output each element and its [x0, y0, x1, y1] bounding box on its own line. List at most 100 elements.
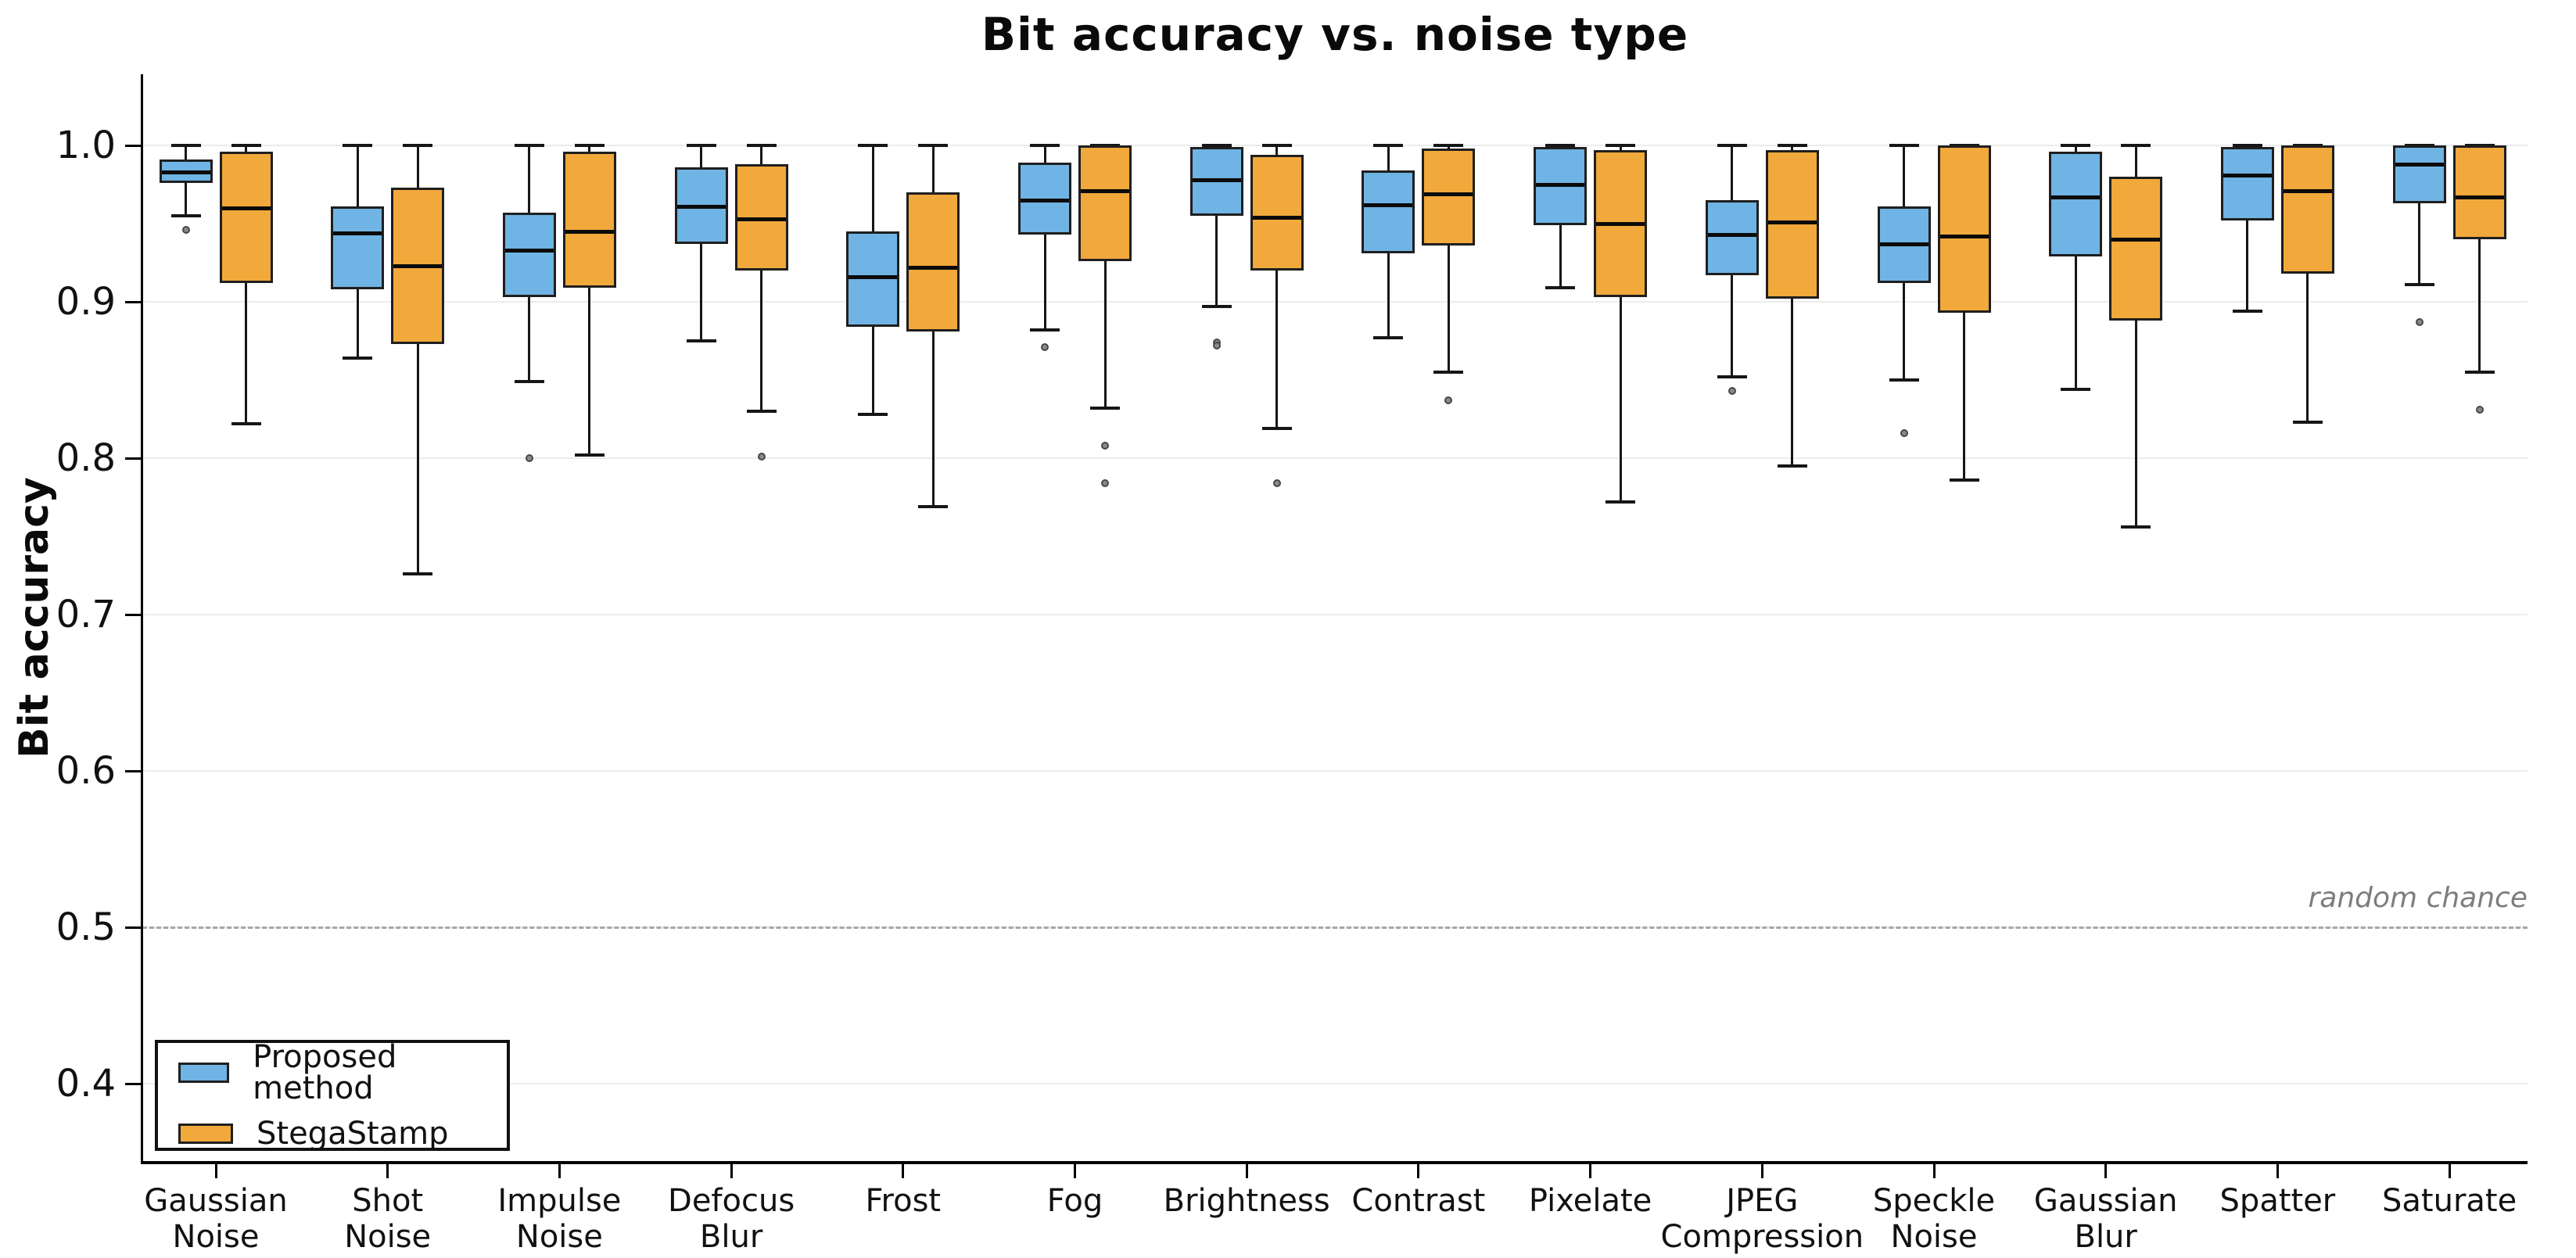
y-axis-spine — [141, 74, 143, 1163]
box-proposed-method — [1705, 200, 1759, 275]
legend-label-proposed-method: Proposed method — [253, 1039, 397, 1106]
whisker-cap-lower — [1606, 500, 1636, 504]
whisker-upper — [871, 145, 874, 231]
whisker-lower — [700, 244, 703, 341]
whisker-cap-lower — [1545, 286, 1576, 289]
whisker-upper — [1903, 145, 1905, 206]
median-line — [1939, 234, 1989, 238]
whisker-cap-lower — [2404, 283, 2434, 286]
whisker-lower — [1215, 216, 1218, 306]
median-line — [504, 248, 554, 253]
whisker-cap-lower — [231, 422, 261, 425]
box-stegastamp — [2109, 177, 2163, 321]
outlier-point — [1101, 442, 1109, 450]
whisker-cap-lower — [746, 410, 777, 413]
box-stegastamp — [2280, 145, 2334, 274]
y-tick-label: 0.8 — [56, 436, 116, 480]
x-tick-label: Spatter — [2219, 1183, 2336, 1219]
whisker-cap-lower — [918, 505, 949, 508]
whisker-lower — [1903, 283, 1905, 380]
median-line — [909, 265, 958, 270]
x-tick — [1932, 1161, 1936, 1178]
whisker-lower — [245, 283, 247, 424]
gridline — [142, 145, 2528, 146]
whisker-cap-upper — [343, 144, 373, 147]
median-line — [737, 217, 786, 221]
x-tick — [1417, 1161, 1420, 1178]
whisker-cap-upper — [1261, 144, 1292, 147]
whisker-upper — [356, 145, 359, 206]
whisker-lower — [1447, 246, 1450, 372]
whisker-cap-lower — [858, 413, 888, 416]
whisker-cap-lower — [2464, 371, 2495, 374]
gridline — [142, 301, 2528, 303]
x-tick — [1245, 1161, 1248, 1178]
whisker-cap-lower — [2061, 388, 2091, 391]
whisker-cap-upper — [2121, 144, 2151, 147]
legend: Proposed method StegaStamp — [155, 1040, 510, 1151]
legend-label-stegastamp: StegaStamp — [257, 1116, 449, 1152]
whisker-upper — [588, 145, 591, 152]
median-line — [1596, 221, 1645, 226]
outlier-point — [1900, 429, 1908, 437]
median-line — [393, 263, 443, 268]
gridline — [142, 770, 2528, 772]
whisker-upper — [185, 145, 187, 159]
median-line — [1424, 192, 1473, 196]
median-line — [2223, 173, 2272, 177]
x-tick — [214, 1161, 217, 1178]
x-tick — [1589, 1161, 1592, 1178]
median-line — [1192, 177, 1241, 182]
whisker-cap-upper — [1373, 144, 1404, 147]
whisker-lower — [2418, 203, 2421, 285]
whisker-upper — [1791, 145, 1794, 150]
whisker-lower — [2246, 220, 2249, 311]
whisker-lower — [1559, 225, 1562, 288]
box-stegastamp — [1078, 145, 1132, 261]
whisker-lower — [1103, 261, 1107, 408]
whisker-cap-lower — [170, 214, 201, 217]
whisker-lower — [1043, 235, 1046, 330]
whisker-lower — [1731, 275, 1734, 377]
box-proposed-method — [502, 213, 556, 297]
whisker-cap-upper — [170, 144, 201, 147]
random-chance-annotation: random chance — [2308, 882, 2528, 914]
whisker-cap-upper — [858, 144, 888, 147]
whisker-upper — [528, 145, 531, 213]
y-tick-label: 0.7 — [56, 593, 116, 636]
box-stegastamp — [906, 192, 960, 332]
median-line — [1707, 232, 1756, 237]
legend-row-proposed-method: Proposed method — [178, 1041, 507, 1104]
whisker-cap-lower — [1433, 371, 1464, 374]
median-line — [1879, 242, 1928, 246]
x-tick — [386, 1161, 389, 1178]
outlier-point — [1041, 343, 1049, 351]
x-tick-label: Impulse Noise — [497, 1183, 622, 1256]
whisker-cap-lower — [1030, 328, 1060, 332]
whisker-upper — [416, 145, 419, 188]
whisker-cap-upper — [1889, 144, 1919, 147]
median-line — [1252, 215, 1301, 220]
y-tick-label: 0.4 — [56, 1062, 116, 1106]
median-line — [221, 206, 271, 210]
y-tick-label: 0.6 — [56, 749, 116, 793]
outlier-point — [757, 453, 766, 461]
whisker-upper — [1731, 145, 1734, 200]
box-proposed-method — [2049, 152, 2103, 256]
legend-row-stegastamp: StegaStamp — [178, 1118, 507, 1149]
box-proposed-method — [1362, 170, 1415, 253]
box-proposed-method — [2220, 147, 2274, 220]
stegastamp-swatch-icon — [178, 1124, 233, 1144]
box-proposed-method — [331, 206, 385, 289]
x-tick — [2276, 1161, 2279, 1178]
box-stegastamp — [2452, 145, 2506, 239]
whisker-upper — [1275, 145, 1279, 155]
whisker-lower — [1963, 313, 1965, 480]
whisker-cap-lower — [686, 339, 716, 342]
median-line — [1081, 188, 1129, 193]
whisker-cap-upper — [1606, 144, 1636, 147]
whisker-cap-upper — [1545, 144, 1576, 147]
x-tick — [902, 1161, 905, 1178]
whisker-lower — [2134, 321, 2137, 527]
